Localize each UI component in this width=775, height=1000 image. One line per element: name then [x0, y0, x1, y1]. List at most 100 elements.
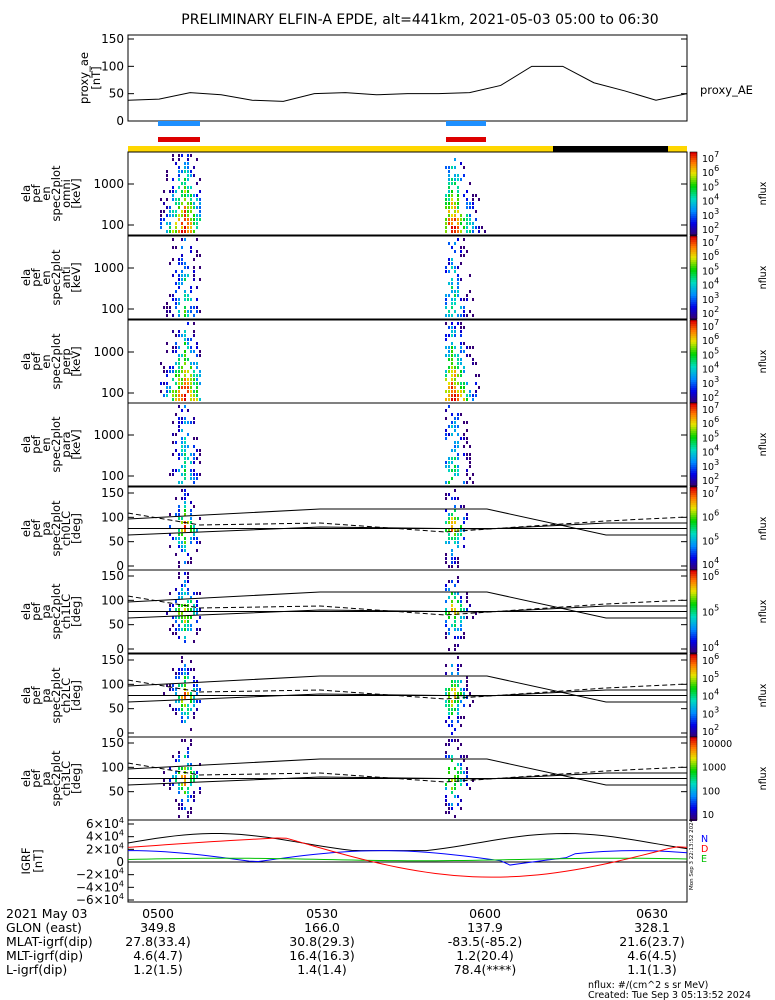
spectrogram-pixel — [460, 755, 462, 758]
spectrogram-pixel — [190, 226, 192, 229]
spectrogram-pixel — [193, 330, 195, 333]
spectrogram-pixel — [463, 688, 465, 691]
spectrogram-pixel — [178, 362, 180, 365]
spectrogram-pixel — [184, 170, 186, 173]
colorbar-segment — [690, 557, 697, 559]
spectrogram-pixel — [175, 497, 177, 500]
spectrogram-pixel — [166, 386, 168, 389]
igrf-panel: 6×1044×1042×1040−2×104−4×104−6×104NDEMon… — [19, 816, 708, 907]
spectrogram-pixel — [451, 198, 453, 201]
spectrogram-pixel — [460, 608, 462, 611]
spectrogram-pixel — [457, 720, 459, 723]
spectrogram-pixel — [184, 394, 186, 397]
spectrogram-pixel — [169, 525, 171, 528]
ytick-label: 150 — [101, 736, 124, 750]
spectrogram-pixel — [178, 417, 180, 420]
spectrogram-pixel — [184, 278, 186, 281]
spectrogram-pixel — [181, 222, 183, 225]
spectrogram-pixel — [193, 779, 195, 782]
spectrogram-pixel — [181, 214, 183, 217]
spectrogram-pixel — [448, 771, 450, 774]
colorbar-segment — [690, 254, 697, 256]
spectrogram-pixel — [454, 290, 456, 293]
spectrogram-pixel — [445, 541, 447, 544]
spectrogram-pixel — [448, 537, 450, 540]
spectrogram-pixel — [454, 346, 456, 349]
spectrogram-pixel — [184, 162, 186, 165]
colorbar-segment — [690, 523, 697, 525]
spectrogram-pixel — [178, 214, 180, 217]
igrf-d-line — [127, 837, 688, 878]
spectrogram-pixel — [448, 739, 450, 742]
spectrogram-pixel — [448, 616, 450, 619]
spectrogram-pixel — [472, 314, 474, 317]
colorbar-segment — [690, 730, 697, 732]
spectrogram-pixel — [454, 266, 456, 269]
ytick-label: 100 — [101, 593, 124, 607]
spectrogram-pixel — [484, 230, 486, 233]
spectrogram-pixel — [466, 453, 468, 456]
spectrogram-pixel — [469, 453, 471, 456]
colorbar-segment — [690, 461, 697, 463]
colorbar-segment — [690, 421, 697, 423]
colorbar-segment — [690, 537, 697, 539]
colorbar-segment — [690, 626, 697, 628]
spectrogram-pixel — [454, 644, 456, 647]
colorbar-segment — [690, 477, 697, 479]
spectrogram-pixel — [178, 676, 180, 679]
colorbar-label: nflux — [758, 265, 769, 289]
colorbar-segment — [690, 753, 697, 755]
spectrogram-pixel — [178, 386, 180, 389]
colorbar-segment — [690, 336, 697, 338]
spectrogram-pixel — [457, 174, 459, 177]
spectrogram-pixel — [172, 178, 174, 181]
spectrogram-pixel — [181, 584, 183, 587]
spectrogram-pixel — [169, 767, 171, 770]
spectrogram-pixel — [466, 457, 468, 460]
spectrogram-pixel — [178, 469, 180, 472]
spectrogram-pixel — [178, 700, 180, 703]
spectrogram-pixel — [445, 600, 447, 603]
spectrogram-pixel — [187, 600, 189, 603]
spectrogram-pixel — [457, 473, 459, 476]
spectrogram-pixel — [193, 166, 195, 169]
spectrogram-pixel — [196, 362, 198, 365]
spectrogram-pixel — [199, 350, 201, 353]
colorbar-segment — [690, 724, 697, 726]
colorbar-segment — [690, 244, 697, 246]
spectrogram-pixel — [460, 505, 462, 508]
spectrogram-pixel — [451, 720, 453, 723]
dashed-line — [127, 512, 688, 533]
spectrogram-pixel — [172, 624, 174, 627]
spectrogram-pixel — [184, 775, 186, 778]
spectrogram-pixel — [181, 382, 183, 385]
spectrogram-pixel — [175, 771, 177, 774]
spectrogram-pixel — [175, 620, 177, 623]
spectrogram-pixel — [457, 222, 459, 225]
spectrogram-pixel — [445, 433, 447, 436]
spectrogram-pixel — [184, 624, 186, 627]
spectrogram-pixel — [460, 680, 462, 683]
spectrogram-pixel — [466, 469, 468, 472]
colorbar-tick-label: 106 — [702, 415, 719, 430]
spectrogram-pixel — [184, 354, 186, 357]
spectrogram-pixel — [454, 505, 456, 508]
panel-ylabel: elapefpaspec2plotch1LC[deg] — [19, 583, 83, 640]
colorbar-segment — [690, 451, 697, 453]
spectrogram-pixel — [445, 398, 447, 401]
spectrogram-pixel — [190, 186, 192, 189]
spectrogram-pixel — [172, 453, 174, 456]
spectrogram-pixel — [184, 378, 186, 381]
spectrogram-pixel — [454, 616, 456, 619]
spectrogram-pixel — [190, 298, 192, 301]
spectrogram-pixel — [451, 672, 453, 675]
spectrogram-pixel — [172, 378, 174, 381]
panel-ylabel: elapefenspec2plotanti[keV] — [19, 249, 83, 306]
spectrogram-pixel — [457, 206, 459, 209]
spectrogram-pixel — [187, 716, 189, 719]
colorbar-segment — [690, 803, 697, 805]
colorbar-segment — [690, 551, 697, 553]
spectrogram-pixel — [466, 771, 468, 774]
spectrogram-pixel — [193, 382, 195, 385]
spectrogram-pixel — [445, 302, 447, 305]
